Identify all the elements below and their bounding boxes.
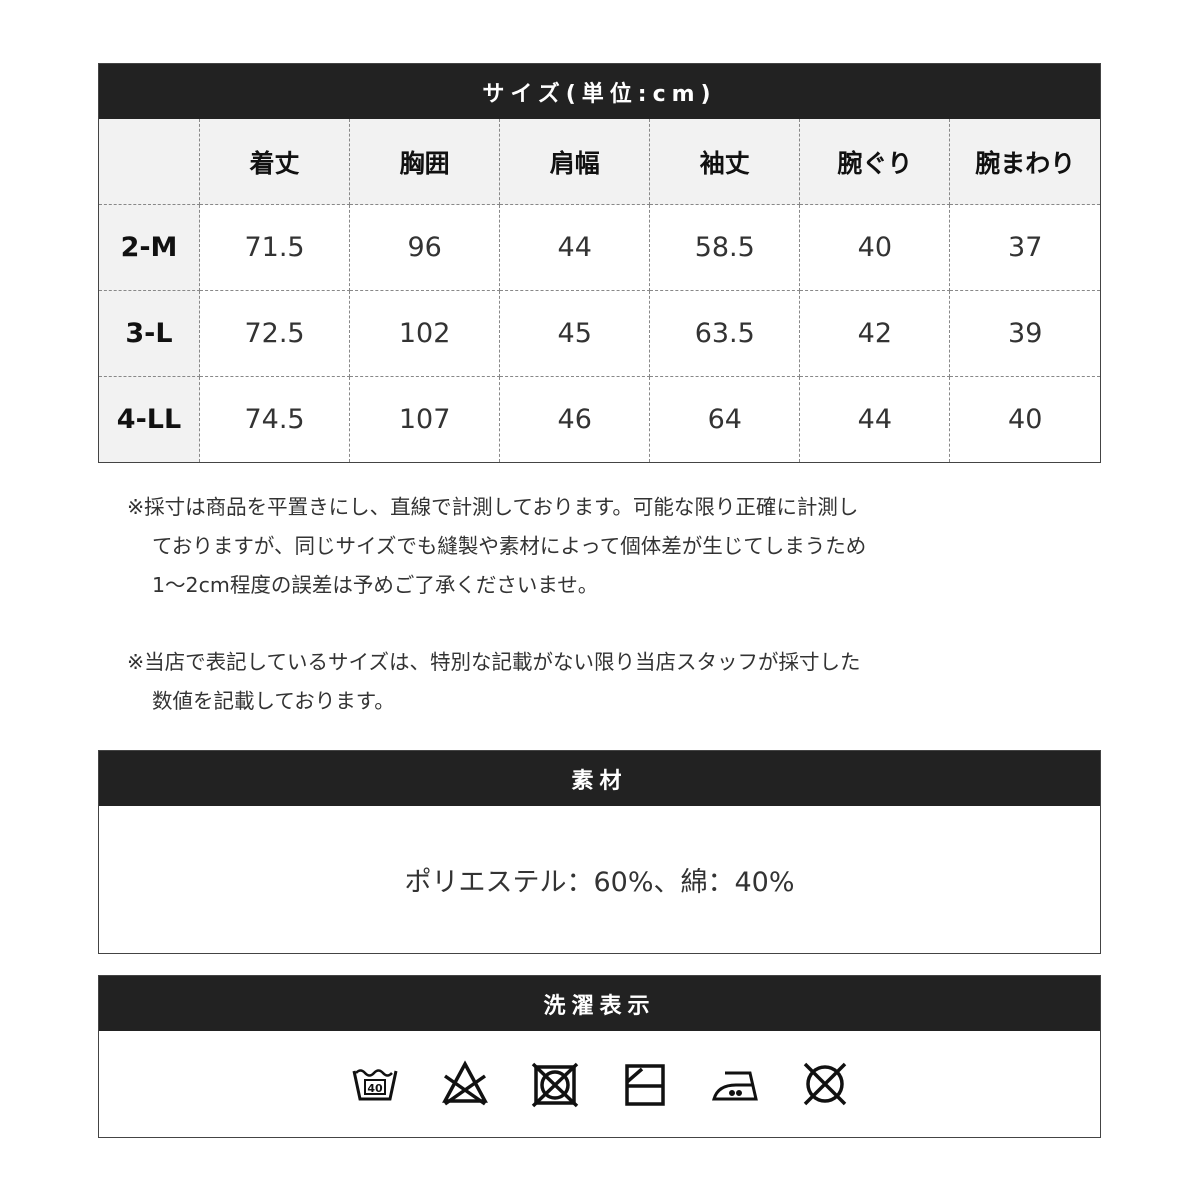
header-cell: 袖丈: [649, 119, 801, 205]
header-cell: 腕ぐり: [799, 119, 951, 205]
cell: 107: [349, 376, 501, 462]
size-notes: ※採寸は商品を平置きにし、直線で計測しております。可能な限り正確に計測し ており…: [127, 488, 866, 759]
material-text: ポリエステル：60%、綿：40%: [404, 867, 795, 898]
cell: 102: [349, 290, 501, 377]
cell: 44: [799, 376, 951, 462]
cell: 40: [949, 376, 1100, 462]
no-tumble-dry-icon: [531, 1062, 578, 1108]
note-line: 数値を記載しております。: [152, 689, 395, 713]
note-line: 1〜2cm程度の誤差は予めご了承くださいませ。: [152, 573, 599, 597]
note: ※当店で表記しているサイズは、特別な記載がない限り当店スタッフが採寸した 数値を…: [127, 643, 866, 721]
material-title: 素材: [99, 751, 1100, 806]
note-line: ておりますが、同じサイズでも縫製や素材によって個体差が生じてしまうため: [152, 534, 867, 558]
cell: 42: [799, 290, 951, 377]
care-icons: 40: [99, 1031, 1100, 1137]
cell: 46: [499, 376, 651, 462]
header-cell: 胸囲: [349, 119, 501, 205]
header-cell: 腕まわり: [949, 119, 1100, 205]
note-line: ※当店で表記しているサイズは、特別な記載がない限り当店スタッフが採寸した: [127, 650, 861, 674]
wash-40-icon: 40: [352, 1069, 397, 1101]
size-label: 3-L: [99, 290, 200, 377]
cell: 44: [499, 204, 651, 291]
header-cell: [99, 119, 200, 205]
note: ※採寸は商品を平置きにし、直線で計測しております。可能な限り正確に計測し ており…: [127, 488, 866, 605]
header-cell: 着丈: [198, 119, 351, 205]
cell: 96: [349, 204, 501, 291]
no-bleach-icon: [441, 1060, 488, 1106]
cell: 39: [949, 290, 1100, 377]
cell: 72.5: [198, 290, 351, 377]
table-header-row: 着丈 胸囲 肩幅 袖丈 腕ぐり 腕まわり: [99, 119, 1100, 205]
size-table: 着丈 胸囲 肩幅 袖丈 腕ぐり 腕まわり 2-M 71.5 96 44 58.5…: [99, 119, 1100, 462]
cell: 71.5: [198, 204, 351, 291]
table-row: 4-LL 74.5 107 46 64 44 40: [99, 376, 1100, 462]
cell: 45: [499, 290, 651, 377]
cell: 58.5: [649, 204, 801, 291]
size-table-section: サイズ(単位:cm) 着丈 胸囲 肩幅 袖丈 腕ぐり 腕まわり 2-M 71.5…: [98, 63, 1101, 463]
care-section: 洗濯表示 40: [98, 975, 1101, 1138]
table-row: 3-L 72.5 102 45 63.5 42 39: [99, 290, 1100, 377]
material-section: 素材 ポリエステル：60%、綿：40%: [98, 750, 1101, 954]
no-dry-clean-icon: [803, 1062, 846, 1106]
table-row: 2-M 71.5 96 44 58.5 40 37: [99, 204, 1100, 291]
header-cell: 肩幅: [499, 119, 651, 205]
note-line: ※採寸は商品を平置きにし、直線で計測しております。可能な限り正確に計測し: [127, 495, 859, 519]
cell: 74.5: [198, 376, 351, 462]
cell: 37: [949, 204, 1100, 291]
cell: 63.5: [649, 290, 801, 377]
svg-text:40: 40: [367, 1082, 383, 1095]
size-table-title: サイズ(単位:cm): [99, 64, 1100, 119]
line-dry-shade-icon: [624, 1064, 665, 1106]
size-label: 2-M: [99, 204, 200, 291]
cell: 40: [799, 204, 951, 291]
cell: 64: [649, 376, 801, 462]
iron-medium-icon: [711, 1071, 758, 1101]
care-title: 洗濯表示: [99, 976, 1100, 1031]
size-label: 4-LL: [99, 376, 200, 462]
